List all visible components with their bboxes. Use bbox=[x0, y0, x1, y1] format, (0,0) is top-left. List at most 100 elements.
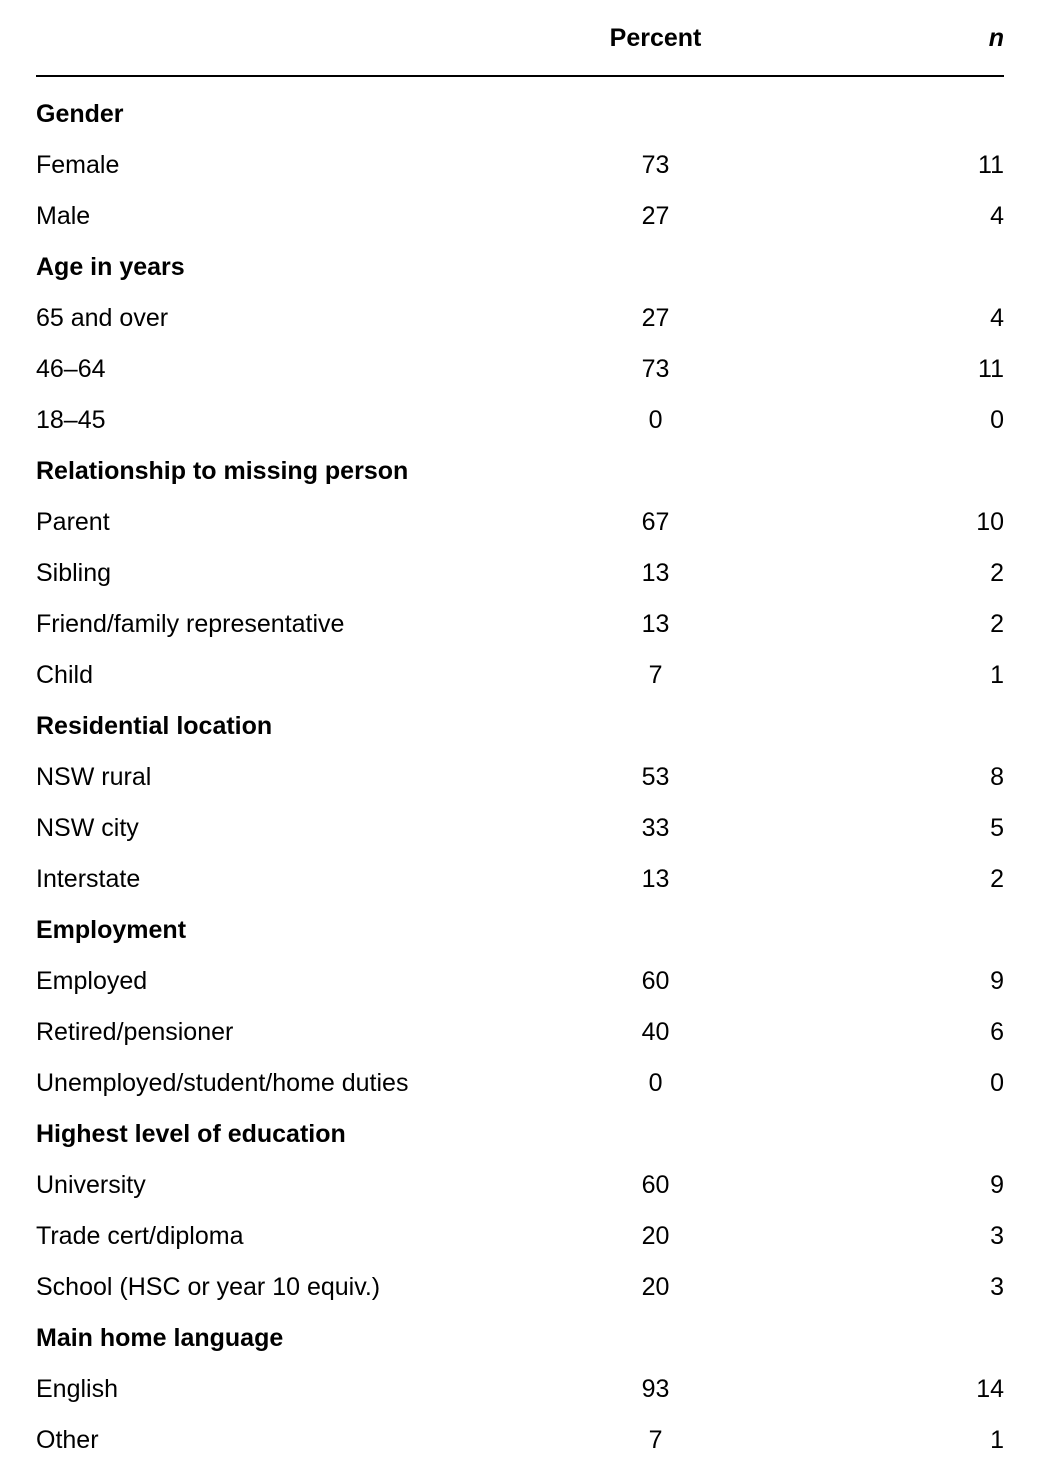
row-n: 2 bbox=[772, 598, 1004, 649]
row-percent: 73 bbox=[539, 343, 771, 394]
table-row: Parent6710 bbox=[36, 496, 1004, 547]
row-n: 14 bbox=[772, 1363, 1004, 1414]
table-row: Child71 bbox=[36, 649, 1004, 700]
row-percent: 0 bbox=[539, 394, 771, 445]
row-percent: 13 bbox=[539, 598, 771, 649]
table-row: Retired/pensioner406 bbox=[36, 1006, 1004, 1057]
row-percent: 60 bbox=[539, 955, 771, 1006]
row-label: School (HSC or year 10 equiv.) bbox=[36, 1261, 539, 1312]
row-n: 1 bbox=[772, 1414, 1004, 1465]
row-percent: 0 bbox=[539, 1057, 771, 1108]
row-label: Trade cert/diploma bbox=[36, 1210, 539, 1261]
row-label: Child bbox=[36, 649, 539, 700]
row-percent: 13 bbox=[539, 547, 771, 598]
row-label: Unemployed/student/home duties bbox=[36, 1057, 539, 1108]
table-row: Interstate132 bbox=[36, 853, 1004, 904]
row-n: 11 bbox=[772, 139, 1004, 190]
row-label: Sibling bbox=[36, 547, 539, 598]
row-label: 18–45 bbox=[36, 394, 539, 445]
row-percent: 27 bbox=[539, 292, 771, 343]
row-n: 9 bbox=[772, 1159, 1004, 1210]
table-row: Other71 bbox=[36, 1414, 1004, 1465]
table-row: University609 bbox=[36, 1159, 1004, 1210]
table-row: NSW rural538 bbox=[36, 751, 1004, 802]
row-n: 8 bbox=[772, 751, 1004, 802]
row-n: 1 bbox=[772, 649, 1004, 700]
table-row: 65 and over274 bbox=[36, 292, 1004, 343]
column-header-n: n bbox=[772, 24, 1004, 76]
table-row: NSW city335 bbox=[36, 802, 1004, 853]
column-header-percent: Percent bbox=[539, 24, 771, 76]
category-label: Residential location bbox=[36, 700, 1004, 751]
row-label: Retired/pensioner bbox=[36, 1006, 539, 1057]
row-label: Parent bbox=[36, 496, 539, 547]
row-n: 4 bbox=[772, 190, 1004, 241]
row-label: NSW city bbox=[36, 802, 539, 853]
table-row: Relationship to missing person bbox=[36, 445, 1004, 496]
row-label: University bbox=[36, 1159, 539, 1210]
table-body: GenderFemale7311Male274Age in years65 an… bbox=[36, 76, 1004, 1465]
row-percent: 73 bbox=[539, 139, 771, 190]
row-n: 10 bbox=[772, 496, 1004, 547]
column-header-label bbox=[36, 24, 539, 76]
row-percent: 93 bbox=[539, 1363, 771, 1414]
table-row: Age in years bbox=[36, 241, 1004, 292]
table-row: English9314 bbox=[36, 1363, 1004, 1414]
row-n: 6 bbox=[772, 1006, 1004, 1057]
row-label: Other bbox=[36, 1414, 539, 1465]
category-label: Relationship to missing person bbox=[36, 445, 1004, 496]
table-row: 46–647311 bbox=[36, 343, 1004, 394]
table-row: Residential location bbox=[36, 700, 1004, 751]
table-row: Sibling132 bbox=[36, 547, 1004, 598]
table-row: Employed609 bbox=[36, 955, 1004, 1006]
table-row: Employment bbox=[36, 904, 1004, 955]
category-label: Highest level of education bbox=[36, 1108, 1004, 1159]
table-row: 18–4500 bbox=[36, 394, 1004, 445]
row-percent: 33 bbox=[539, 802, 771, 853]
table-row: Trade cert/diploma203 bbox=[36, 1210, 1004, 1261]
row-n: 3 bbox=[772, 1210, 1004, 1261]
row-n: 2 bbox=[772, 547, 1004, 598]
row-n: 0 bbox=[772, 394, 1004, 445]
row-label: Employed bbox=[36, 955, 539, 1006]
table-row: Friend/family representative132 bbox=[36, 598, 1004, 649]
row-n: 11 bbox=[772, 343, 1004, 394]
row-percent: 20 bbox=[539, 1261, 771, 1312]
row-label: 46–64 bbox=[36, 343, 539, 394]
row-label: Male bbox=[36, 190, 539, 241]
row-percent: 20 bbox=[539, 1210, 771, 1261]
row-n: 9 bbox=[772, 955, 1004, 1006]
table-row: Male274 bbox=[36, 190, 1004, 241]
row-percent: 53 bbox=[539, 751, 771, 802]
table-row: Unemployed/student/home duties00 bbox=[36, 1057, 1004, 1108]
row-percent: 7 bbox=[539, 649, 771, 700]
row-percent: 67 bbox=[539, 496, 771, 547]
row-label: NSW rural bbox=[36, 751, 539, 802]
row-label: Female bbox=[36, 139, 539, 190]
row-percent: 40 bbox=[539, 1006, 771, 1057]
table-row: Gender bbox=[36, 76, 1004, 139]
row-n: 2 bbox=[772, 853, 1004, 904]
table-row: Main home language bbox=[36, 1312, 1004, 1363]
category-label: Gender bbox=[36, 76, 1004, 139]
row-percent: 13 bbox=[539, 853, 771, 904]
row-label: English bbox=[36, 1363, 539, 1414]
row-percent: 60 bbox=[539, 1159, 771, 1210]
row-percent: 27 bbox=[539, 190, 771, 241]
row-n: 4 bbox=[772, 292, 1004, 343]
row-label: Interstate bbox=[36, 853, 539, 904]
category-label: Main home language bbox=[36, 1312, 1004, 1363]
table-row: Female7311 bbox=[36, 139, 1004, 190]
row-percent: 7 bbox=[539, 1414, 771, 1465]
table-row: Highest level of education bbox=[36, 1108, 1004, 1159]
category-label: Employment bbox=[36, 904, 1004, 955]
category-label: Age in years bbox=[36, 241, 1004, 292]
demographics-table: Percent n GenderFemale7311Male274Age in … bbox=[36, 24, 1004, 1465]
row-n: 3 bbox=[772, 1261, 1004, 1312]
row-label: Friend/family representative bbox=[36, 598, 539, 649]
row-n: 5 bbox=[772, 802, 1004, 853]
table-row: School (HSC or year 10 equiv.)203 bbox=[36, 1261, 1004, 1312]
row-label: 65 and over bbox=[36, 292, 539, 343]
row-n: 0 bbox=[772, 1057, 1004, 1108]
table-header-row: Percent n bbox=[36, 24, 1004, 76]
